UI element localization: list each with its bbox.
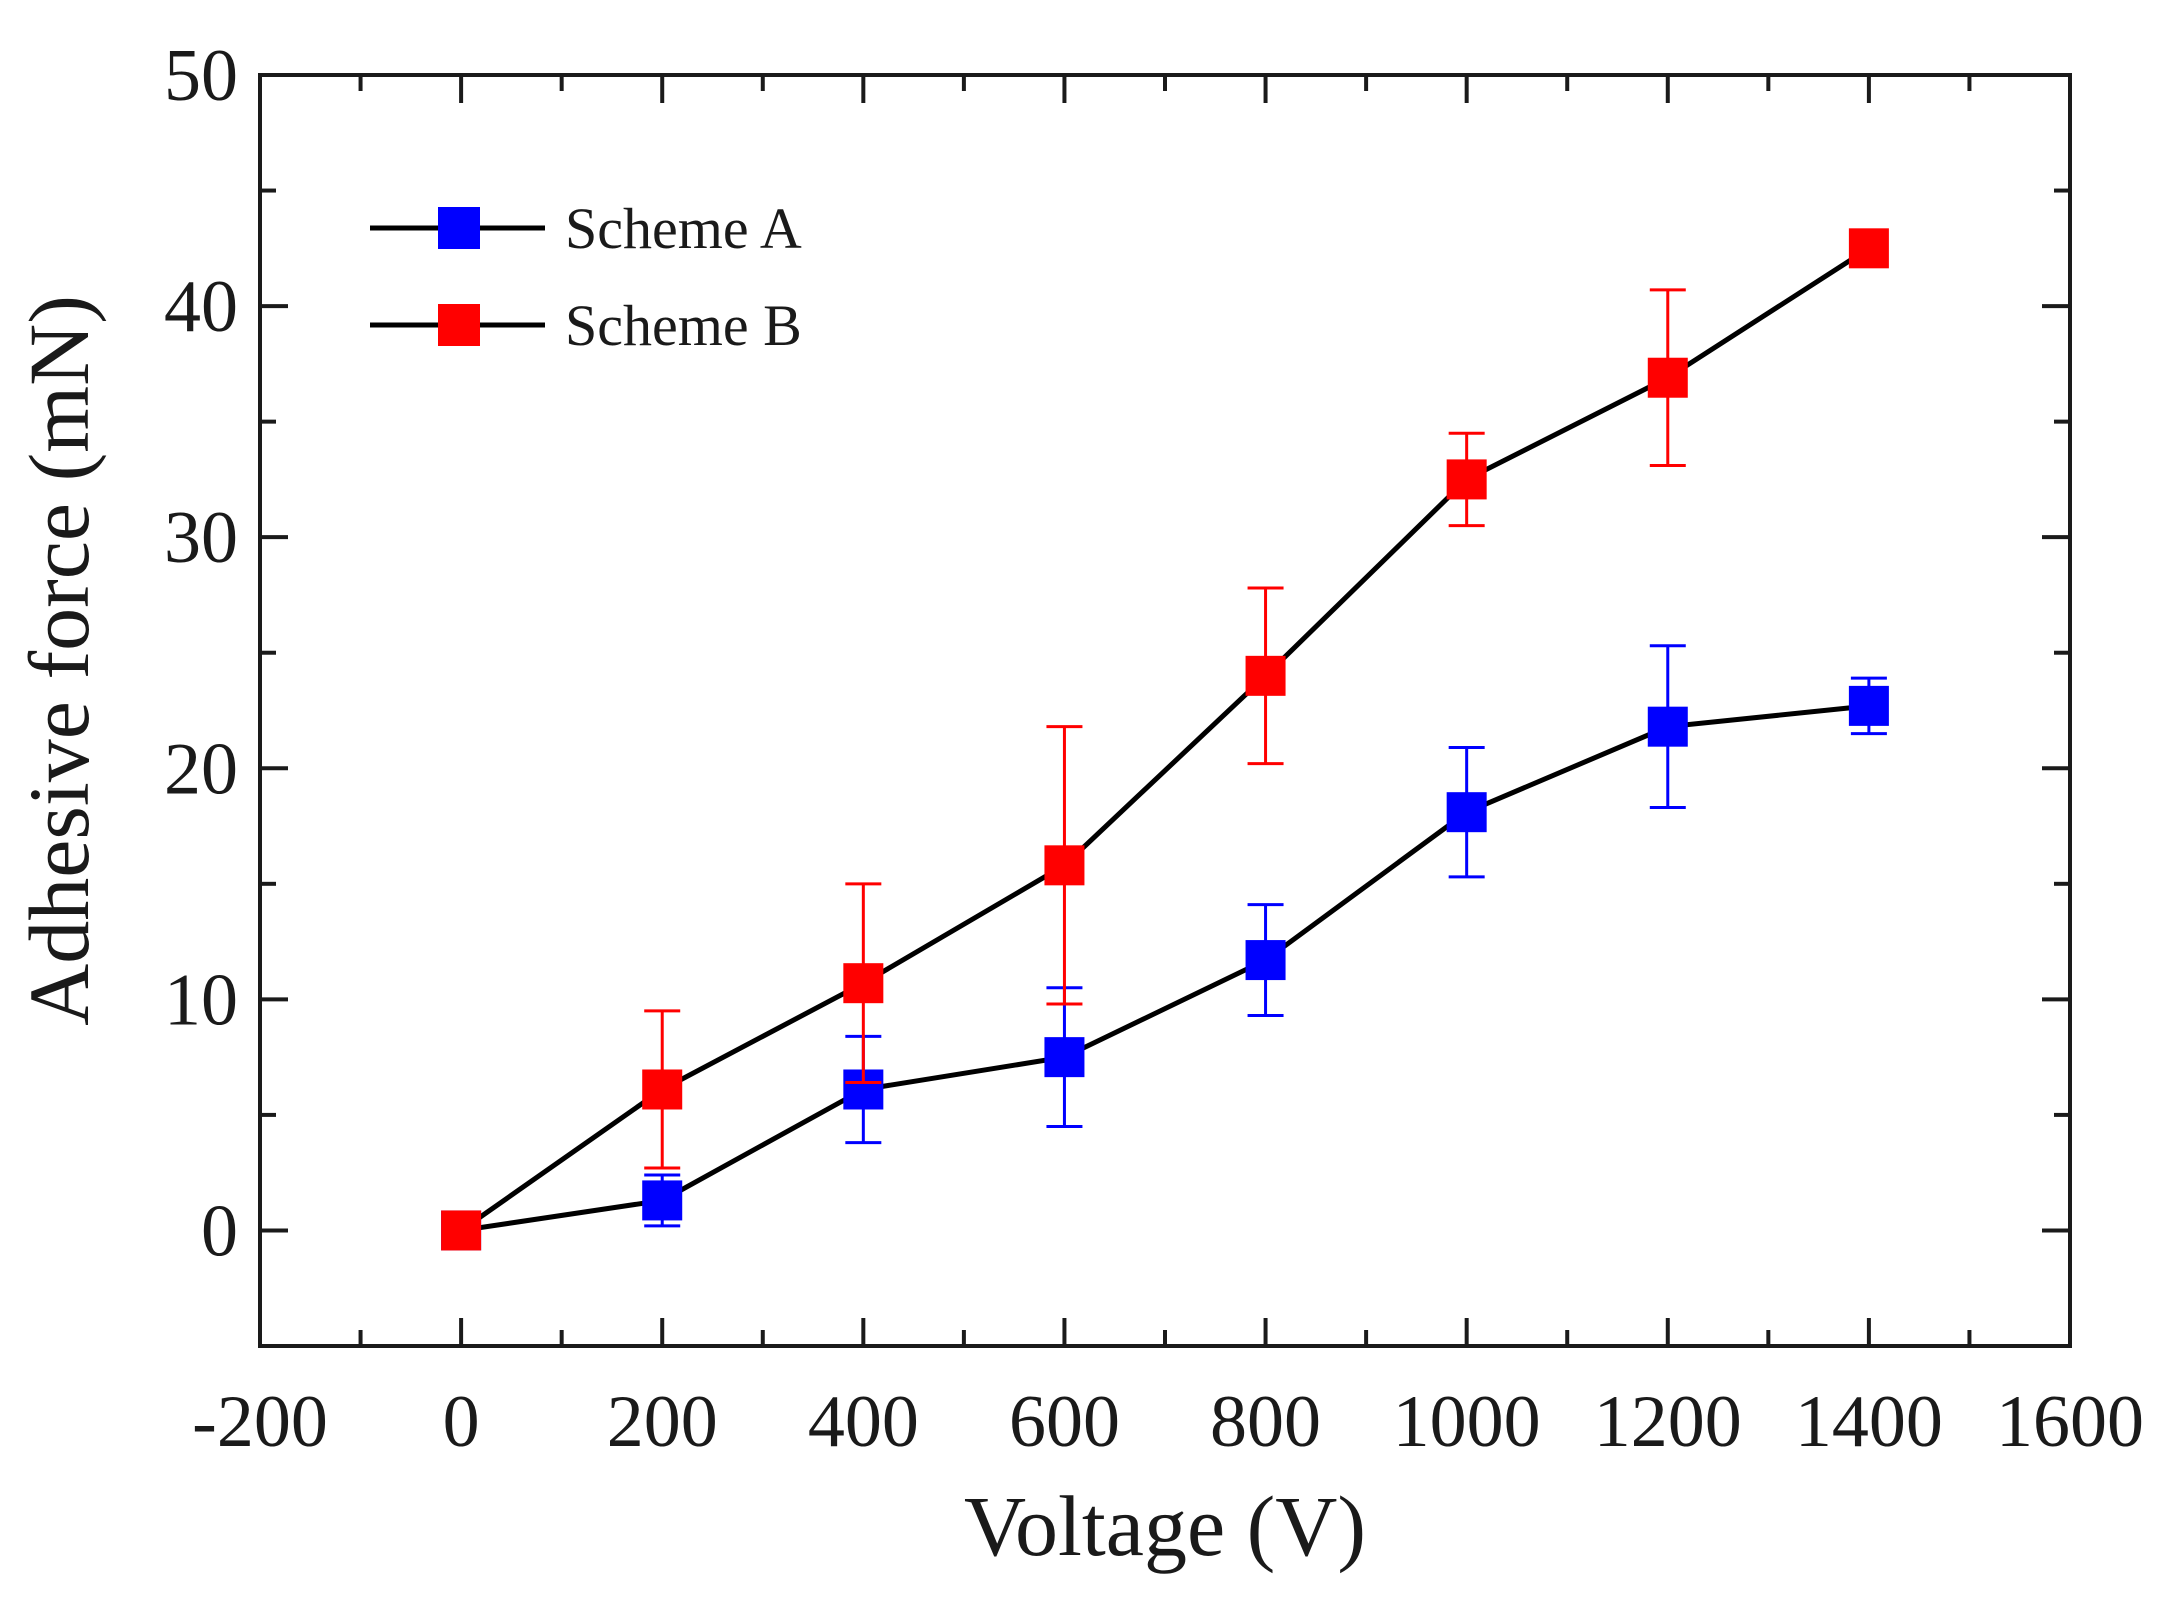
x-tick-label: 1000 bbox=[1393, 1381, 1541, 1463]
y-tick-label: 20 bbox=[164, 728, 238, 810]
data-point bbox=[1044, 1037, 1085, 1078]
legend-marker bbox=[438, 207, 480, 249]
series-line bbox=[460, 703, 1870, 1233]
y-tick-label: 0 bbox=[201, 1190, 238, 1272]
data-point bbox=[1647, 706, 1688, 747]
data-point bbox=[642, 1069, 683, 1110]
tick-labels: -200 0 200 400 600 800 1000 1200 1400 1600 0 10 20 30… bbox=[164, 35, 2144, 1463]
x-tick-label: -200 bbox=[192, 1381, 328, 1463]
y-tick-label: 30 bbox=[164, 497, 238, 579]
data-point bbox=[843, 963, 884, 1004]
y-tick-label: 10 bbox=[164, 959, 238, 1041]
data-point bbox=[1848, 685, 1889, 726]
data-point bbox=[1848, 228, 1889, 269]
legend-label: Scheme B bbox=[565, 293, 802, 358]
x-tick-label: 200 bbox=[607, 1381, 718, 1463]
data-point bbox=[1446, 792, 1487, 833]
data-point bbox=[1044, 845, 1085, 886]
plot-frame bbox=[258, 73, 2072, 1348]
x-tick-label: 1600 bbox=[1996, 1381, 2144, 1463]
x-tick-label: 1200 bbox=[1594, 1381, 1742, 1463]
data-point bbox=[1245, 940, 1286, 981]
data-point bbox=[1446, 459, 1487, 500]
legend-marker bbox=[438, 304, 480, 346]
y-axis-title: Adhesive force (mN) bbox=[11, 295, 107, 1026]
series-line bbox=[459, 246, 1871, 1233]
y-tick-label: 40 bbox=[164, 266, 238, 348]
x-tick-label: 1400 bbox=[1795, 1381, 1943, 1463]
x-axis-title: Voltage (V) bbox=[964, 1478, 1366, 1574]
data-point bbox=[441, 1210, 482, 1251]
series-layer bbox=[441, 228, 1889, 1251]
series-scheme-b bbox=[441, 228, 1889, 1251]
x-tick-label: 800 bbox=[1210, 1381, 1321, 1463]
data-point bbox=[1647, 357, 1688, 398]
x-tick-label: 400 bbox=[808, 1381, 919, 1463]
data-point bbox=[642, 1180, 683, 1221]
y-tick-label: 50 bbox=[164, 35, 238, 117]
legend: Scheme A Scheme B bbox=[370, 196, 802, 358]
x-tick-label: 600 bbox=[1009, 1381, 1120, 1463]
legend-label: Scheme A bbox=[565, 196, 802, 261]
data-point bbox=[1245, 655, 1286, 696]
x-tick-label: 0 bbox=[443, 1381, 480, 1463]
